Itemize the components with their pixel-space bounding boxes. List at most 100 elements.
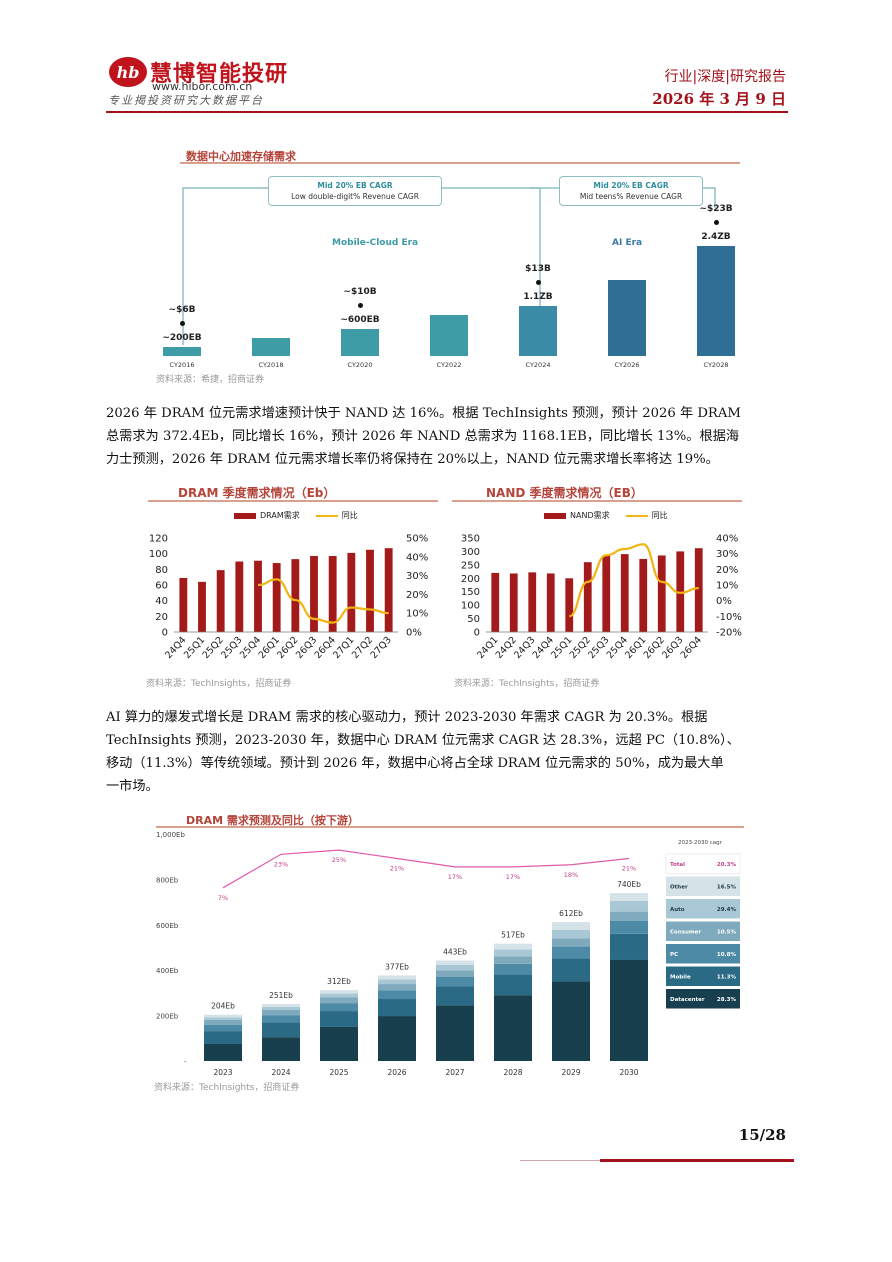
yoy-label: 7% — [218, 894, 228, 902]
legend-name: Consumer — [670, 930, 701, 936]
bar — [657, 555, 666, 632]
footer-rule-accent — [600, 1159, 794, 1162]
stack-segment — [610, 900, 648, 912]
logo-url[interactable]: www.hibor.com.cn — [152, 80, 253, 93]
yoy-label: 18% — [564, 871, 578, 879]
y-tick-label: 80 — [155, 565, 168, 576]
stack-segment — [552, 938, 590, 947]
stack-segment — [494, 943, 532, 950]
figure1-dot — [357, 302, 363, 308]
x-tick-label: 2025 — [329, 1068, 348, 1077]
y-tick-label: 200 — [461, 574, 480, 585]
figure1-volume-label: 2.4ZB — [701, 232, 731, 242]
figure1-x-label: CY2018 — [258, 361, 284, 369]
stack-segment — [204, 1043, 242, 1061]
y-tick-label: 350 — [461, 534, 480, 545]
stack-segment — [320, 990, 358, 994]
stack-segment — [436, 1005, 474, 1061]
nand-chart-legend: NAND需求 同比 — [544, 510, 668, 521]
y2-tick-label: 20% — [406, 590, 428, 601]
y2-tick-label: 30% — [716, 549, 738, 560]
header-rule — [106, 111, 788, 113]
x-tick-label: 2029 — [561, 1068, 580, 1077]
stack-segment — [552, 929, 590, 939]
figure1-bar — [163, 346, 201, 356]
stack-segment — [262, 1009, 300, 1016]
stack-segment — [494, 956, 532, 964]
cagr-box-left-sub: Low double-digit% Revenue CAGR — [291, 192, 419, 201]
stack-segment — [552, 981, 590, 1061]
figure1-source: 资料来源：希捷，招商证券 — [156, 375, 265, 385]
bar — [694, 548, 703, 632]
yoy-label: 25% — [332, 856, 346, 864]
stack-segment — [204, 1014, 242, 1018]
stack-segment — [610, 933, 648, 960]
figure1-x-label: CY2024 — [525, 361, 551, 369]
stack-segment — [552, 946, 590, 959]
bar — [509, 573, 518, 632]
dram-chart-rule — [148, 500, 438, 502]
stack-segment — [378, 999, 416, 1017]
stack-segment — [378, 984, 416, 991]
y-tick-label: 1,000Eb — [156, 831, 185, 839]
bar — [179, 577, 188, 632]
stack-segment — [378, 990, 416, 1000]
legend-swatch — [666, 899, 740, 919]
stack-segment — [204, 1031, 242, 1044]
total-label: 377Eb — [385, 962, 409, 971]
bar — [235, 561, 244, 632]
dram-chart-legend: DRAM需求 同比 — [234, 510, 358, 521]
nand-chart-title: NAND 季度需求情况（EB） — [486, 486, 643, 500]
y-tick-label: 120 — [149, 534, 168, 545]
stack-segment — [320, 1011, 358, 1027]
paragraph-ai-driver: AI 算力的爆发式增长是 DRAM 需求的核心驱动力，预计 2023-2030 … — [106, 706, 790, 798]
stack-segment — [494, 949, 532, 957]
y-tick-label: 100 — [149, 549, 168, 560]
legend-bar-swatch — [544, 512, 566, 519]
figure1-revenue-label: ~$6B — [168, 304, 196, 315]
bar — [328, 556, 337, 632]
bar — [491, 572, 500, 632]
y2-tick-label: -10% — [716, 612, 742, 623]
cagr-box-left-title: Mid 20% EB CAGR — [317, 181, 393, 190]
logo-name: 慧博智能投研 — [150, 62, 289, 87]
x-tick-label: 2024 — [271, 1068, 290, 1077]
figure1-connectors — [182, 187, 716, 345]
stack-segment — [320, 1026, 358, 1061]
nand-quarterly-chart: NAND 季度需求情况（EB） NAND需求 同比 0 50 100 150 200 25… — [452, 482, 748, 692]
stack-segment — [262, 1015, 300, 1023]
stack-segment — [436, 970, 474, 978]
bar — [347, 552, 356, 632]
total-label: 740Eb — [617, 880, 641, 889]
stack-segment — [262, 1037, 300, 1061]
svg-text:hb: hb — [117, 63, 140, 82]
stack-segment — [262, 1006, 300, 1010]
stack-segment — [436, 964, 474, 971]
y-tick-label: 60 — [155, 581, 168, 592]
figure1-revenue-label: ~$10B — [343, 286, 377, 297]
figure3-title: DRAM 需求预测及同比（按下游） — [186, 814, 359, 827]
y2-tick-label: 30% — [406, 571, 428, 582]
legend-cagr: 28.3% — [717, 997, 737, 1003]
dram-chart-svg: 0204060801001200%10%20%30%40%50%24Q425Q1… — [149, 534, 428, 662]
stack-segment — [610, 959, 648, 1061]
figure1-bar — [430, 314, 468, 356]
stack-segment — [494, 995, 532, 1061]
legend-name: Other — [670, 885, 688, 891]
figure1-volume-label: ~600EB — [340, 314, 380, 325]
cagr-box-ai: Mid 20% EB CAGR Mid teens% Revenue CAGR — [559, 176, 703, 206]
stack-segment — [494, 974, 532, 996]
cagr-box-right-sub: Mid teens% Revenue CAGR — [579, 192, 683, 201]
figure1-x-label: CY2020 — [347, 361, 373, 369]
figure1-bar — [697, 246, 735, 356]
figure1-revenue-label: ~$23B — [699, 204, 733, 214]
legend-line-swatch — [625, 514, 648, 517]
stack-segment — [378, 979, 416, 985]
yoy-label: 21% — [390, 864, 404, 872]
legend-swatch — [666, 876, 740, 896]
legend-name: Datacenter — [670, 997, 705, 1003]
legend-bar-label: NAND需求 — [570, 511, 610, 520]
yoy-label: 17% — [506, 873, 520, 881]
legend-line-swatch — [315, 514, 338, 517]
paragraph2-line: AI 算力的爆发式增长是 DRAM 需求的核心驱动力，预计 2023-2030 … — [106, 710, 708, 725]
